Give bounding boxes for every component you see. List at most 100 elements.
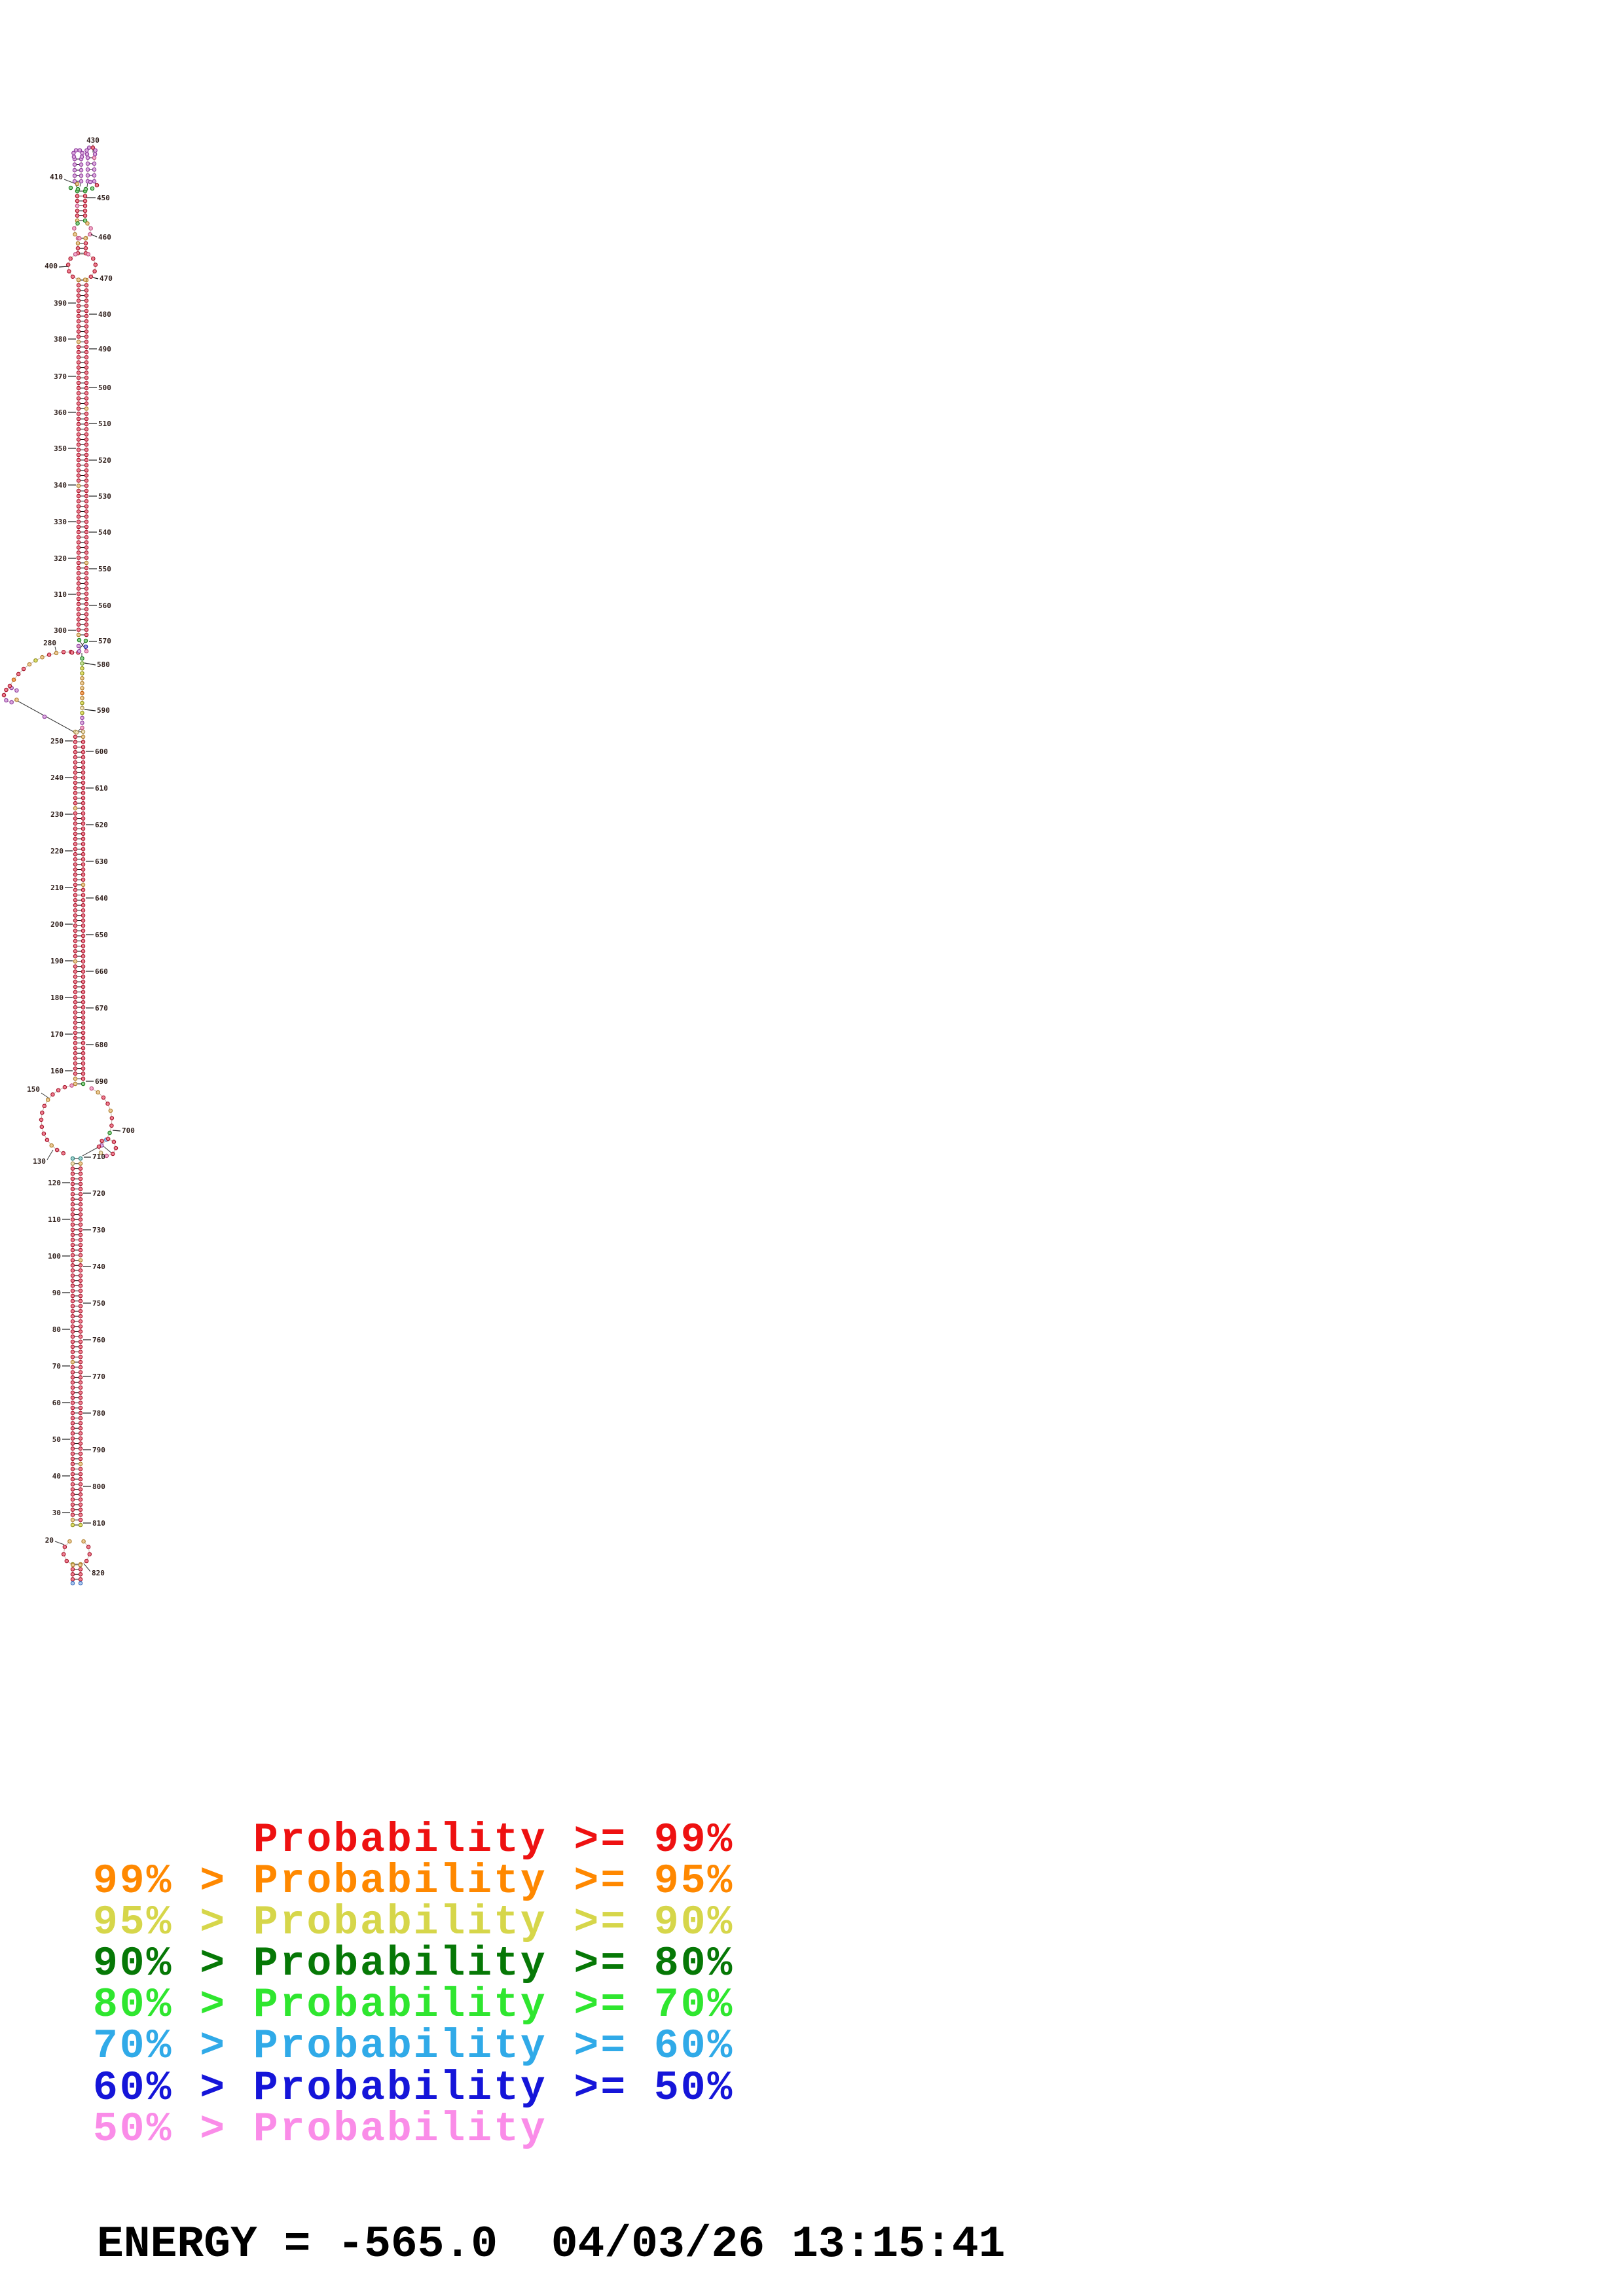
- base-dot: [73, 775, 78, 780]
- basepair-rungs: [74, 157, 93, 1580]
- loop-dot: [61, 1151, 66, 1156]
- loop-dot: [73, 252, 78, 257]
- base-dot: [84, 339, 89, 344]
- base-dot: [92, 173, 97, 178]
- base-dot: [73, 755, 78, 760]
- base-dot: [70, 1390, 75, 1395]
- base-dot: [78, 1187, 83, 1191]
- base-dot: [76, 565, 81, 571]
- base-dot: [70, 1482, 75, 1487]
- base-dot: [78, 1431, 83, 1436]
- base-dot: [81, 933, 86, 939]
- loop-dot: [78, 1562, 82, 1568]
- base-dot: [84, 622, 89, 627]
- base-dot: [73, 999, 78, 1005]
- tick-label: 410: [50, 173, 63, 181]
- base-dot: [78, 1309, 83, 1314]
- base-dot: [84, 473, 89, 478]
- base-dot: [84, 586, 89, 591]
- loop-dot: [101, 1095, 106, 1100]
- loop-dot: [71, 1562, 75, 1568]
- base-dot: [73, 964, 78, 969]
- base-dot: [82, 213, 88, 218]
- base-dot: [70, 1247, 75, 1253]
- base-dot: [78, 1502, 83, 1507]
- loop-dot: [45, 1098, 50, 1102]
- loop-dot: [54, 651, 59, 656]
- loop-dot: [1, 692, 7, 698]
- tick-label: 250: [50, 737, 64, 745]
- base-dot: [76, 427, 81, 432]
- free-dot: [90, 186, 95, 191]
- loop-dot: [111, 1151, 115, 1157]
- base-dot: [84, 391, 89, 396]
- tick-label: 50: [52, 1435, 61, 1444]
- base-dot: [81, 999, 86, 1005]
- base-dot: [78, 1242, 83, 1247]
- base-dot: [76, 396, 81, 401]
- ss-dot: [80, 715, 84, 721]
- base-dot: [76, 555, 81, 560]
- base-dot: [83, 241, 88, 245]
- base-dot: [75, 213, 80, 218]
- base-dot: [83, 246, 88, 251]
- loop-dot: [14, 697, 19, 702]
- base-dot: [76, 422, 81, 427]
- base-dot: [73, 954, 78, 959]
- base-dot: [75, 198, 80, 204]
- base-dot: [73, 785, 78, 791]
- free-dot: [75, 181, 80, 187]
- base-dot: [78, 1314, 83, 1319]
- base-dot: [76, 524, 81, 529]
- base-dot: [78, 1416, 83, 1420]
- base-dot: [84, 283, 89, 288]
- base-dot: [78, 1258, 83, 1263]
- base-dot: [76, 550, 81, 555]
- base-dot: [70, 1410, 75, 1416]
- tick-label: 360: [54, 408, 67, 417]
- base-dot: [81, 1035, 86, 1041]
- loop-dot: [92, 152, 98, 156]
- base-dot: [70, 1227, 75, 1232]
- base-dot: [70, 1187, 75, 1191]
- base-dot: [92, 161, 97, 166]
- loop-dot: [84, 1558, 89, 1564]
- base-dot: [81, 984, 86, 990]
- base-dot: [81, 995, 86, 999]
- base-dot: [76, 386, 81, 391]
- base-dot: [76, 339, 81, 344]
- base-dot: [73, 933, 78, 939]
- tick-label: 620: [95, 821, 108, 829]
- base-dot: [84, 504, 89, 509]
- base-dot: [76, 488, 81, 493]
- base-dot: [70, 1334, 75, 1339]
- base-dot: [73, 765, 78, 770]
- loop-dot: [96, 1144, 101, 1149]
- base-dot: [73, 928, 78, 933]
- base-dot: [76, 571, 81, 576]
- base-dot: [84, 334, 89, 339]
- probability-legend: Probability >= 99% 99% > Probability >= …: [93, 1820, 734, 2150]
- loop-dot: [77, 236, 82, 241]
- base-dot: [84, 576, 89, 581]
- connector-line: [83, 1563, 91, 1572]
- base-dot: [70, 1462, 75, 1466]
- base-dot: [78, 1166, 83, 1171]
- tick-label: 810: [92, 1519, 105, 1528]
- base-dot: [81, 857, 86, 862]
- base-dot: [70, 1405, 75, 1410]
- ss-dot: [80, 721, 84, 725]
- base-dot: [81, 944, 86, 948]
- loop-dot: [88, 274, 94, 279]
- base-dot: [84, 411, 89, 416]
- loop-dot: [14, 688, 19, 693]
- base-dot: [73, 918, 78, 923]
- base-dot: [82, 208, 88, 213]
- base-dot: [81, 862, 86, 867]
- loop-dot: [92, 269, 97, 274]
- base-dot: [84, 529, 89, 535]
- base-dot: [81, 1061, 86, 1066]
- loop-dot: [33, 658, 38, 663]
- loop-dot: [72, 226, 77, 231]
